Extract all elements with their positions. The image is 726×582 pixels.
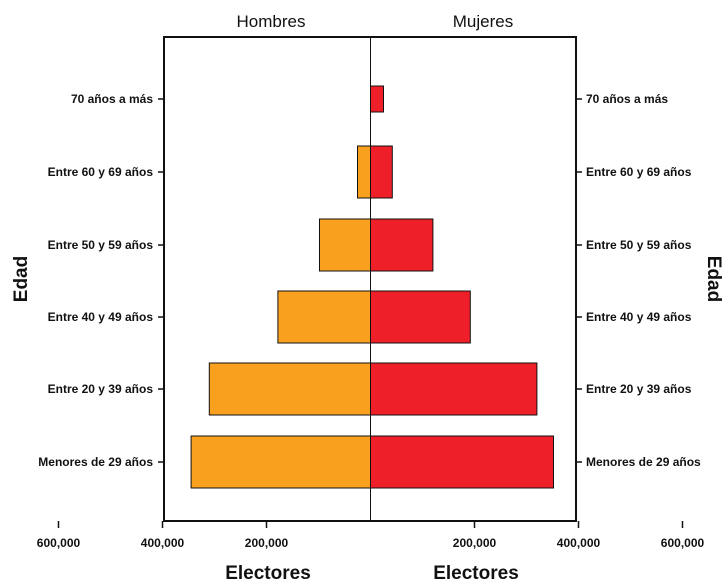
male-bar-5 — [190, 435, 371, 489]
right-category-label-5: Menores de 29 años — [586, 455, 701, 469]
female-bar-1 — [370, 145, 393, 199]
female-bar-2 — [370, 218, 434, 272]
x-axis-title-left: Electores — [225, 563, 311, 582]
x-tick-label-right-4: 200,000 — [453, 536, 497, 550]
x-axis-title-right: Electores — [433, 563, 519, 582]
left-category-label-5: Menores de 29 años — [38, 455, 153, 469]
y-axis-title-left: Edad — [11, 256, 32, 302]
male-bar-3 — [277, 290, 371, 344]
right-category-label-4: Entre 20 y 39 años — [586, 382, 692, 396]
right-category-label-1: Entre 60 y 69 años — [586, 165, 692, 179]
left-category-label-0: 70 años a más — [71, 92, 153, 106]
female-bar-5 — [370, 435, 554, 489]
x-axis: 800,000600,000400,000200,000200,000400,0… — [37, 521, 705, 550]
left-category-axis: 70 años a más Entre 60 y 69 años Entre 50 … — [38, 92, 164, 469]
right-category-axis: 70 años a más Entre 60 y 69 años Entre 50 … — [576, 92, 701, 469]
female-bar-4 — [370, 362, 538, 416]
female-bar-3 — [370, 290, 471, 344]
male-bar-1 — [357, 145, 371, 199]
right-category-label-2: Entre 50 y 59 años — [586, 238, 692, 252]
bars-group — [190, 85, 554, 489]
male-bar-2 — [319, 218, 371, 272]
left-category-label-1: Entre 60 y 69 años — [48, 165, 154, 179]
female-bar-0 — [370, 85, 384, 113]
x-tick-label-left-3: 200,000 — [245, 536, 289, 550]
x-tick-label-left-2: 400,000 — [141, 536, 185, 550]
left-panel-title: Hombres — [237, 12, 306, 31]
x-tick-label-right-5: 400,000 — [557, 536, 601, 550]
left-category-label-3: Entre 40 y 49 años — [48, 310, 154, 324]
right-panel-title: Mujeres — [453, 12, 513, 31]
x-tick-label-left-1: 600,000 — [37, 536, 81, 550]
male-bar-4 — [208, 362, 371, 416]
x-tick-label-right-6: 600,000 — [661, 536, 705, 550]
y-axis-title-right: Edad — [703, 256, 724, 302]
left-category-label-4: Entre 20 y 39 años — [48, 382, 154, 396]
right-category-label-0: 70 años a más — [586, 92, 668, 106]
right-category-label-3: Entre 40 y 49 años — [586, 310, 692, 324]
left-category-label-2: Entre 50 y 59 años — [48, 238, 154, 252]
